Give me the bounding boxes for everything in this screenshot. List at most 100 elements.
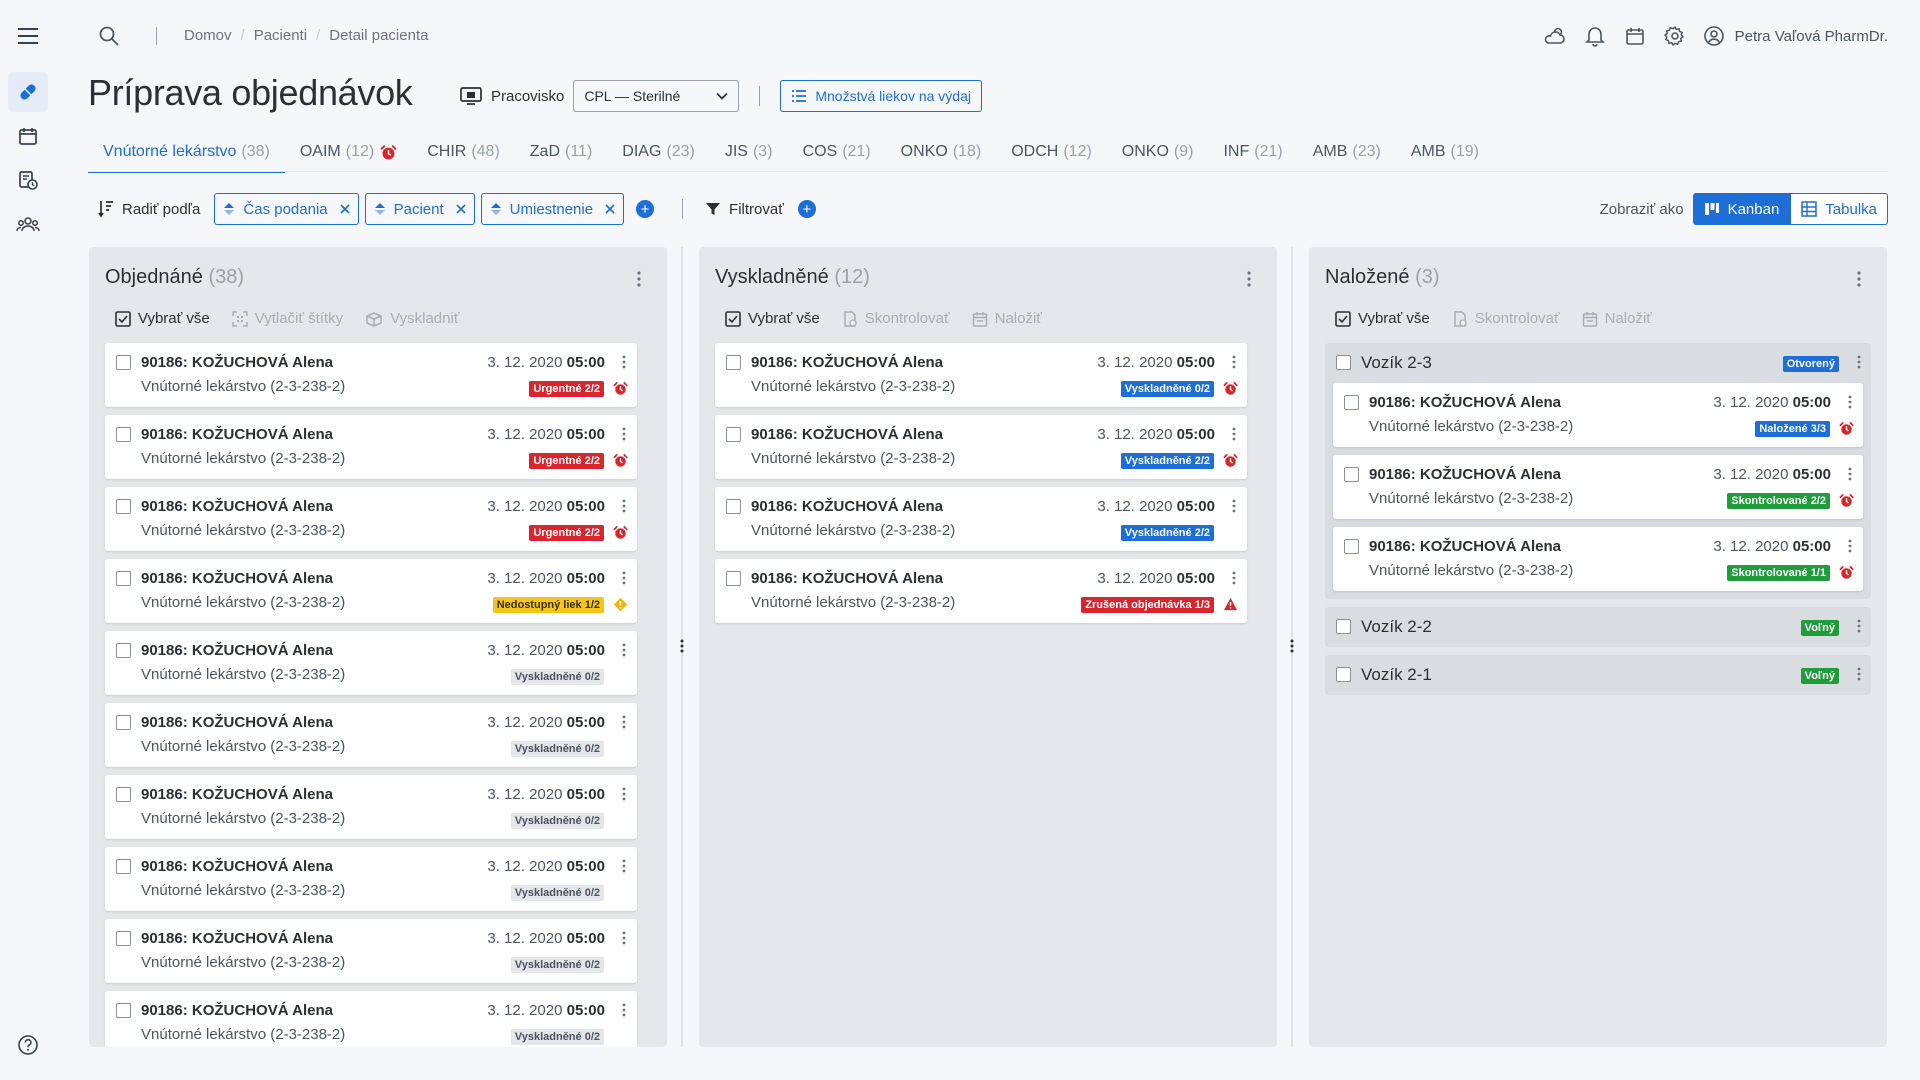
cart-group[interactable]: Vozík 2-1 Voľný [1325, 655, 1871, 695]
resize-handle-icon[interactable] [680, 639, 690, 653]
help-icon[interactable] [17, 1034, 39, 1056]
group-checkbox[interactable] [1336, 355, 1351, 370]
card-checkbox[interactable] [116, 499, 131, 514]
select-all-button[interactable]: Vybrať vše [725, 310, 820, 327]
order-card[interactable]: 90186: KOŽUCHOVÁ Alena Vnútorné lekárstvo… [1333, 527, 1863, 591]
tab-diag[interactable]: DIAG (23) [607, 137, 710, 172]
card-menu-icon[interactable] [622, 355, 626, 369]
tab-vnutorne-lekarstvo[interactable]: Vnútorné lekárstvo (38) [88, 137, 285, 173]
order-card[interactable]: 90186: KOŽUCHOVÁ Alena Vnútorné lekárstvo… [105, 487, 637, 551]
tab-chir[interactable]: CHIR (48) [412, 137, 515, 172]
order-card[interactable]: 90186: KOŽUCHOVÁ Alena Vnútorné lekárstvo… [715, 343, 1247, 407]
dispense-button[interactable]: Vyskladniť [365, 310, 459, 327]
card-menu-icon[interactable] [622, 427, 626, 441]
order-card[interactable]: 90186: KOŽUCHOVÁ Alena Vnútorné lekárstvo… [1333, 383, 1863, 447]
weather-icon[interactable] [1535, 22, 1575, 50]
group-checkbox[interactable] [1336, 619, 1351, 634]
breadcrumb-home[interactable]: Domov [184, 27, 232, 44]
cart-menu-icon[interactable] [1857, 667, 1861, 681]
order-card[interactable]: 90186: KOŽUCHOVÁ Alena Vnútorné lekárstvo… [105, 847, 637, 911]
sort-by-button[interactable]: Radiť podľa [98, 200, 200, 218]
user-menu[interactable]: Petra Vaľová PharmDr. [1703, 25, 1920, 47]
tab-inf[interactable]: INF (21) [1208, 137, 1297, 172]
order-card[interactable]: 90186: KOŽUCHOVÁ Alena Vnútorné lekárstvo… [1333, 455, 1863, 519]
cart-group[interactable]: Vozík 2-3 Otvorený 90186: KOŽUCHOVÁ Alena V… [1325, 343, 1871, 599]
column-menu-icon[interactable] [1247, 271, 1251, 287]
print-labels-button[interactable]: Vytlačiť štítky [232, 310, 343, 327]
tab-onko-2[interactable]: ONKO (9) [1107, 137, 1209, 172]
card-checkbox[interactable] [726, 427, 741, 442]
close-icon[interactable] [340, 204, 350, 214]
bell-icon[interactable] [1575, 22, 1615, 50]
order-card[interactable]: 90186: KOŽUCHOVÁ Alena Vnútorné lekárstvo… [715, 415, 1247, 479]
group-checkbox[interactable] [1336, 667, 1351, 682]
load-button[interactable]: Naložiť [972, 310, 1042, 327]
order-card[interactable]: 90186: KOŽUCHOVÁ Alena Vnútorné lekárstvo… [105, 703, 637, 767]
card-menu-icon[interactable] [1232, 499, 1236, 513]
tab-jis[interactable]: JIS (3) [710, 137, 788, 172]
order-card[interactable]: 90186: KOŽUCHOVÁ Alena Vnútorné lekárstvo… [715, 487, 1247, 551]
tab-oaim[interactable]: OAIM (12) [285, 137, 412, 172]
search-icon[interactable] [98, 25, 120, 47]
clipboard-clock-icon[interactable] [8, 160, 48, 200]
load-button[interactable]: Naložiť [1582, 310, 1652, 327]
column-menu-icon[interactable] [1857, 271, 1861, 287]
gear-icon[interactable] [1655, 22, 1695, 50]
card-menu-icon[interactable] [622, 859, 626, 873]
card-checkbox[interactable] [116, 427, 131, 442]
check-button[interactable]: Skontrolovať [1452, 310, 1560, 327]
card-checkbox[interactable] [116, 1003, 131, 1018]
cart-menu-icon[interactable] [1857, 619, 1861, 633]
card-menu-icon[interactable] [1232, 427, 1236, 441]
filter-button[interactable]: Filtrovať [705, 201, 784, 218]
card-checkbox[interactable] [726, 355, 741, 370]
order-card[interactable]: 90186: KOŽUCHOVÁ Alena Vnútorné lekárstvo… [715, 559, 1247, 623]
check-button[interactable]: Skontrolovať [842, 310, 950, 327]
sort-chip-cas-podania[interactable]: Čas podania [214, 193, 359, 225]
cart-group[interactable]: Vozík 2-2 Voľný [1325, 607, 1871, 647]
order-card[interactable]: 90186: KOŽUCHOVÁ Alena Vnútorné lekárstvo… [105, 775, 637, 839]
card-menu-icon[interactable] [1848, 539, 1852, 553]
card-checkbox[interactable] [116, 931, 131, 946]
select-all-button[interactable]: Vybrať vše [1335, 310, 1430, 327]
view-kanban-button[interactable]: Kanban [1692, 193, 1791, 225]
add-filter-button[interactable]: + [797, 200, 816, 218]
tab-cos[interactable]: COS (21) [788, 137, 886, 172]
add-sort-button[interactable]: + [636, 200, 655, 218]
tab-odch[interactable]: ODCH (12) [996, 137, 1107, 172]
card-checkbox[interactable] [726, 499, 741, 514]
card-checkbox[interactable] [116, 859, 131, 874]
card-checkbox[interactable] [116, 355, 131, 370]
card-checkbox[interactable] [116, 643, 131, 658]
card-checkbox[interactable] [116, 787, 131, 802]
card-checkbox[interactable] [1344, 467, 1359, 482]
card-menu-icon[interactable] [1232, 355, 1236, 369]
calendar-top-icon[interactable] [1615, 22, 1655, 50]
breadcrumb-patients[interactable]: Pacienti [253, 27, 308, 44]
breadcrumb-patient-detail[interactable]: Detail pacienta [329, 27, 429, 44]
workplace-select[interactable]: CPL — Sterilné [573, 80, 740, 112]
card-menu-icon[interactable] [622, 715, 626, 729]
people-icon[interactable] [8, 204, 48, 244]
tab-amb-2[interactable]: AMB (19) [1396, 137, 1494, 172]
select-all-button[interactable]: Vybrať vše [115, 310, 210, 327]
order-card[interactable]: 90186: KOŽUCHOVÁ Alena Vnútorné lekárstvo… [105, 919, 637, 983]
card-menu-icon[interactable] [1848, 467, 1852, 481]
view-table-button[interactable]: Tabulka [1790, 193, 1888, 225]
resize-handle-icon[interactable] [1290, 639, 1300, 653]
card-menu-icon[interactable] [622, 571, 626, 585]
cart-menu-icon[interactable] [1857, 355, 1861, 369]
order-card[interactable]: 90186: KOŽUCHOVÁ Alena Vnútorné lekárstvo… [105, 343, 637, 407]
tab-amb[interactable]: AMB (23) [1298, 137, 1396, 172]
calendar-icon[interactable] [8, 116, 48, 156]
card-checkbox[interactable] [116, 571, 131, 586]
sort-chip-pacient[interactable]: Pacient [364, 193, 475, 225]
card-menu-icon[interactable] [622, 1003, 626, 1017]
close-icon[interactable] [456, 204, 466, 214]
sort-chip-umiestnenie[interactable]: Umiestnenie [480, 193, 625, 225]
close-icon[interactable] [605, 204, 615, 214]
drug-quantities-button[interactable]: Množstvá liekov na výdaj [780, 80, 982, 112]
card-menu-icon[interactable] [1848, 395, 1852, 409]
card-menu-icon[interactable] [622, 499, 626, 513]
card-checkbox[interactable] [1344, 395, 1359, 410]
